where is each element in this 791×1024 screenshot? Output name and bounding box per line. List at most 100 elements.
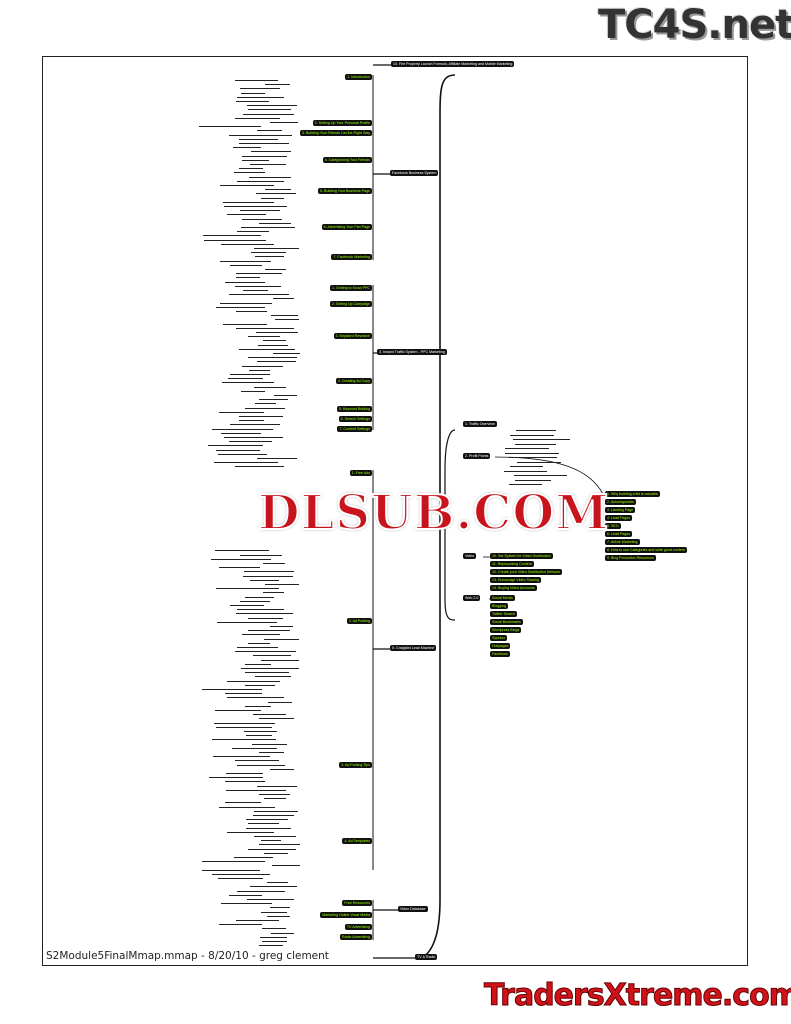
leaf-node[interactable] <box>244 569 294 573</box>
leaf-node[interactable] <box>247 897 295 900</box>
leaf-node[interactable] <box>262 561 286 564</box>
right-topic-node[interactable]: 1. Traffic Overview <box>463 421 497 427</box>
leaf-node[interactable] <box>242 217 283 220</box>
leaf-node[interactable] <box>219 565 261 569</box>
right-topic-node[interactable]: Web 2.0 <box>463 595 481 601</box>
leaf-node[interactable] <box>249 884 298 888</box>
subtopic-node[interactable]: Radio Advertising <box>340 934 372 940</box>
main-topic-node[interactable]: Video Database <box>398 906 428 912</box>
leaf-node[interactable] <box>236 275 261 279</box>
leaf-node[interactable] <box>237 763 285 766</box>
leaf-node[interactable] <box>226 212 267 216</box>
leaf-node[interactable] <box>270 313 299 317</box>
subtopic-node[interactable]: 1. Introduction <box>345 74 372 80</box>
subtopic-node[interactable]: 1. Free Ads <box>349 470 372 476</box>
leaf-node[interactable] <box>224 204 287 207</box>
leaf-node[interactable] <box>252 653 292 657</box>
leaf-node[interactable] <box>241 91 265 94</box>
leaf-node[interactable] <box>249 578 279 581</box>
leaf-node[interactable] <box>260 935 287 938</box>
main-topic-node[interactable]: 3. Instant Traffic System - PPC Marketin… <box>377 349 447 355</box>
leaf-node[interactable] <box>249 175 291 178</box>
subtopic-node[interactable]: 6. Search Settings <box>338 416 372 422</box>
right-subtopic-node[interactable]: Hubpages <box>490 643 511 649</box>
leaf-node[interactable] <box>211 557 272 560</box>
subtopic-node[interactable]: 2. Setting Up Campaign <box>329 301 372 307</box>
main-topic-node[interactable]: TV & Radio <box>415 954 438 960</box>
leaf-node[interactable] <box>273 393 298 396</box>
right-subtopic-node[interactable]: Facebook <box>490 651 510 657</box>
leaf-node[interactable] <box>232 746 278 749</box>
leaf-node[interactable] <box>243 112 294 115</box>
leaf-node[interactable] <box>517 460 562 463</box>
leaf-node[interactable] <box>227 830 274 833</box>
leaf-node[interactable] <box>236 889 286 892</box>
leaf-node[interactable] <box>236 179 284 182</box>
leaf-node[interactable] <box>254 254 285 258</box>
leaf-node[interactable] <box>220 301 273 304</box>
leaf-node[interactable] <box>237 95 284 98</box>
right-topic-node[interactable]: Video <box>463 553 477 559</box>
subtopic-node[interactable]: 4. Categorizing Your Friends <box>322 157 372 163</box>
leaf-node[interactable] <box>236 309 267 312</box>
right-subtopic-node[interactable]: Squidoo <box>490 635 508 641</box>
leaf-node[interactable] <box>239 553 283 556</box>
leaf-node[interactable] <box>217 620 278 623</box>
subtopic-node[interactable]: Marketing Online Vocal Media <box>320 912 372 918</box>
leaf-node[interactable] <box>201 859 266 863</box>
leaf-node[interactable] <box>267 914 290 917</box>
leaf-node[interactable] <box>272 351 300 354</box>
leaf-node[interactable] <box>229 603 264 606</box>
leaf-node[interactable] <box>214 708 262 711</box>
right-topic-node[interactable]: 2. Profit Points <box>463 453 491 459</box>
leaf-node[interactable] <box>260 838 281 842</box>
leaf-node[interactable] <box>265 267 286 270</box>
leaf-node[interactable] <box>275 317 300 321</box>
right-subtopic-node[interactable]: 13. Encourage Video Sharing <box>490 577 541 583</box>
leaf-node[interactable] <box>232 145 261 149</box>
right-subtopic-node[interactable]: 5. SEO <box>605 523 621 529</box>
leaf-node[interactable] <box>211 872 270 875</box>
leaf-node[interactable] <box>244 683 275 686</box>
leaf-node[interactable] <box>239 166 263 170</box>
right-subtopic-node[interactable]: 4. Lead Pages <box>605 515 633 521</box>
leaf-node[interactable] <box>235 78 278 81</box>
leaf-node[interactable] <box>242 288 269 291</box>
subtopic-node[interactable]: 7. Facebook Marketing <box>331 254 372 260</box>
leaf-node[interactable] <box>263 796 286 800</box>
subtopic-node[interactable]: 3. Ad Posting Tips <box>339 762 372 768</box>
subtopic-node[interactable]: 2. Setting Up Your Personal Profile <box>312 120 372 126</box>
leaf-node[interactable] <box>224 691 263 695</box>
leaf-node[interactable] <box>229 439 272 443</box>
leaf-node[interactable] <box>245 704 272 707</box>
leaf-node[interactable] <box>249 368 270 371</box>
leaf-node[interactable] <box>264 582 300 585</box>
right-subtopic-node[interactable]: 3. Landing Page <box>605 507 636 513</box>
leaf-node[interactable] <box>259 397 288 401</box>
leaf-node[interactable] <box>233 170 265 174</box>
right-subtopic-node[interactable]: 12. Create your Video Distribution Netwo… <box>490 569 563 575</box>
leaf-node[interactable] <box>255 330 298 333</box>
leaf-node[interactable] <box>227 376 263 380</box>
leaf-node[interactable] <box>235 649 296 653</box>
subtopic-node[interactable]: 6. Advertising Your Fan Page <box>321 224 372 230</box>
right-subtopic-node[interactable]: Twitter Search <box>490 611 517 617</box>
leaf-node[interactable] <box>516 428 556 431</box>
leaf-node[interactable] <box>254 246 300 249</box>
leaf-node[interactable] <box>215 305 266 308</box>
leaf-node[interactable] <box>219 259 271 262</box>
right-subtopic-node[interactable]: 8. How to use Categories and write good … <box>605 547 687 553</box>
leaf-node[interactable] <box>253 712 286 716</box>
leaf-node[interactable] <box>237 607 285 611</box>
leaf-node[interactable] <box>509 482 543 485</box>
leaf-node[interactable] <box>203 238 266 241</box>
leaf-node[interactable] <box>248 355 297 359</box>
subtopic-node[interactable]: 7. Content Settings <box>337 426 372 432</box>
leaf-node[interactable] <box>262 590 285 594</box>
leaf-node[interactable] <box>209 775 264 779</box>
leaf-node[interactable] <box>207 443 264 447</box>
main-topic-node[interactable]: 10. Fire Property Launch Formula, Affili… <box>391 61 515 67</box>
leaf-node[interactable] <box>238 347 295 350</box>
leaf-node[interactable] <box>239 414 284 417</box>
right-subtopic-node[interactable]: 6. Lead Pages <box>605 531 633 537</box>
